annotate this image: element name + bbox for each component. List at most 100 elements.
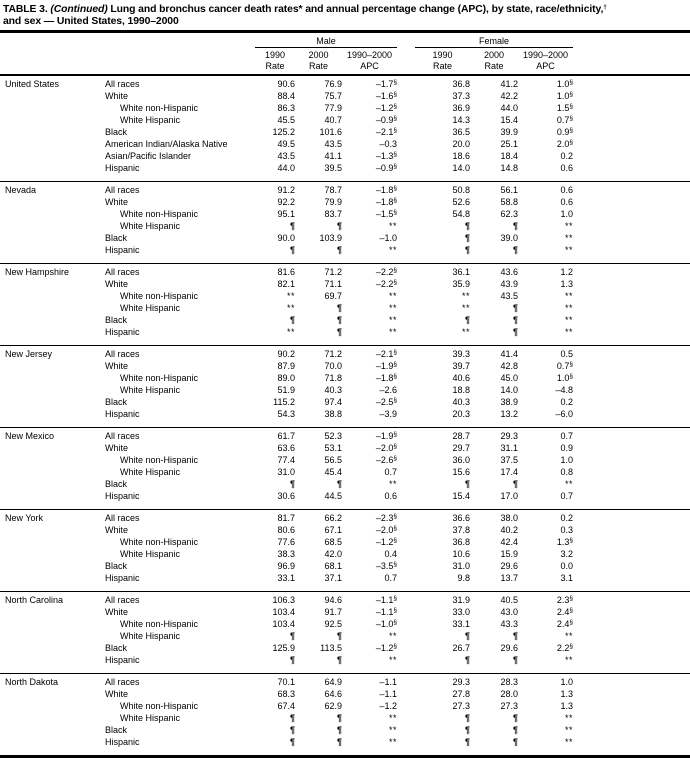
double-asterisk-symbol: ** — [565, 631, 574, 641]
value-cell-male-2000-rate: 71.1 — [324, 279, 342, 289]
race-ethnicity-label: Black — [105, 561, 128, 571]
value-cell-male-2000-rate: 42.0 — [324, 549, 342, 559]
table-row: White Hispanic ** ¶ ** ** ¶ ** — [0, 302, 690, 314]
value-cell-female-apc: 1.0§ — [556, 78, 574, 89]
value-cell-male-apc: 0.7 — [384, 467, 398, 477]
value-cell-female-1990-rate: 36.1 — [415, 263, 471, 278]
value-cell-male-2000-rate: 37.1 — [324, 573, 342, 583]
value-cell-female-apc: ** — [518, 724, 573, 736]
row-spacer — [573, 688, 690, 700]
state-cell — [0, 114, 105, 126]
value-cell-female-1990-rate: 14.0 — [452, 163, 471, 173]
value-cell-male-2000-rate: 76.9 — [324, 79, 342, 89]
double-asterisk-symbol: ** — [389, 303, 398, 313]
column-gap — [397, 509, 416, 524]
state-cell — [0, 548, 105, 560]
pilcrow-symbol: ¶ — [513, 315, 519, 325]
state-cell — [0, 700, 105, 712]
value-cell-female-apc: ** — [518, 290, 573, 302]
value-cell-male-2000-rate: 91.7 — [324, 607, 342, 617]
race-ethnicity-label: All races — [105, 79, 140, 89]
value-cell-male-2000-rate: 66.2 — [295, 509, 342, 524]
race-ethnicity-label: Hispanic — [105, 163, 140, 173]
sub-header-row: 1990 Rate 2000 Rate 1990–2000 APC 1990 Rate 2000… — [0, 47, 690, 76]
value-cell-female-apc: 2.3§ — [518, 591, 574, 606]
race-ethnicity-label: All races — [105, 345, 255, 360]
value-cell-male-apc: –1.7§ — [375, 78, 398, 89]
value-cell-female-apc: 1.0 — [560, 455, 574, 465]
state-cell — [0, 712, 105, 724]
state-cell — [0, 126, 105, 138]
state-cell — [0, 560, 105, 572]
table-row: White Hispanic 38.3 42.0 0.4 10.6 15.9 3.2 — [0, 548, 690, 560]
pilcrow-symbol: ¶ — [465, 737, 471, 747]
value-cell-female-2000-rate: ¶ — [470, 478, 518, 490]
value-cell-male-apc: –3.9 — [379, 409, 398, 419]
table-row: North Dakota All races 70.1 64.9 –1.1 29.3 28.… — [0, 673, 690, 688]
value-cell-female-1990-rate: 20.0 — [452, 139, 471, 149]
pilcrow-symbol: ¶ — [289, 725, 295, 735]
value-cell-female-apc: –6.0 — [555, 409, 574, 419]
value-cell-male-1990-rate: 125.2 — [272, 127, 295, 137]
value-cell-female-1990-rate: 36.0 — [452, 455, 471, 465]
value-cell-female-2000-rate: 41.2 — [500, 79, 519, 89]
value-cell-male-apc: –1.3§ — [375, 150, 398, 161]
value-cell-female-1990-rate: 40.3 — [452, 397, 471, 407]
col-header-female-2000-rate: 2000 Rate — [470, 47, 519, 76]
state-cell — [0, 302, 105, 314]
value-cell-female-1990-rate: 28.7 — [415, 427, 471, 442]
value-cell-female-apc: 0.7 — [560, 491, 574, 501]
pilcrow-symbol: ¶ — [465, 221, 471, 231]
value-cell-male-2000-rate: 79.9 — [324, 197, 342, 207]
double-asterisk-symbol: ** — [389, 655, 398, 665]
value-cell-male-2000-rate: 71.8 — [324, 373, 342, 383]
table-row: White Hispanic ¶ ¶ ** ¶ ¶ ** — [0, 220, 690, 232]
state-cell — [0, 290, 105, 302]
value-cell-female-apc: 0.7§ — [556, 360, 574, 371]
column-gap — [397, 630, 415, 642]
value-cell-female-1990-rate: 10.6 — [452, 549, 471, 559]
value-cell-female-1990-rate: 39.3 — [415, 345, 471, 360]
value-cell-female-1990-rate: 18.8 — [452, 385, 471, 395]
table-row: White Hispanic 31.0 45.4 0.7 15.6 17.4 0.8 — [0, 466, 690, 478]
value-cell-male-1990-rate: ¶ — [255, 736, 295, 757]
table-row: Nevada All races 91.2 78.7 –1.8§ 50.8 56.1 0.6 — [0, 181, 690, 196]
value-cell-male-1990-rate: 115.2 — [273, 397, 295, 407]
value-cell-male-2000-rate: 103.9 — [319, 233, 342, 243]
value-cell-female-2000-rate: 43.9 — [500, 279, 519, 289]
value-cell-female-2000-rate: ¶ — [470, 630, 518, 642]
double-asterisk-symbol: ** — [565, 713, 574, 723]
column-gap — [397, 524, 415, 536]
double-asterisk-symbol: ** — [389, 737, 398, 747]
section-new-mexico: New Mexico All races 61.7 52.3 –1.9§ 28.7 29.3… — [0, 427, 690, 510]
value-cell-male-apc: –1.9§ — [342, 427, 398, 442]
table-row: Hispanic 33.1 37.1 0.7 9.8 13.7 3.1 — [0, 572, 690, 592]
state-cell — [0, 442, 105, 454]
value-cell-male-apc: –1.1§ — [375, 606, 398, 617]
pilcrow-symbol: ¶ — [336, 655, 342, 665]
race-ethnicity-label: Black — [105, 233, 128, 243]
value-cell-male-1990-rate: 86.3 — [277, 103, 295, 113]
column-gap — [397, 232, 415, 244]
table-row: White non-Hispanic ** 69.7 ** ** 43.5 ** — [0, 290, 690, 302]
race-ethnicity-label: All races — [105, 427, 255, 442]
column-gap — [397, 162, 415, 182]
column-gap — [397, 606, 415, 618]
value-cell-male-2000-rate: ¶ — [295, 244, 342, 264]
row-spacer — [573, 572, 690, 592]
value-cell-male-2000-rate: 56.5 — [324, 455, 342, 465]
col-header-male-19902000-apc: 1990–2000 APC — [342, 47, 398, 76]
table-row: White Hispanic ¶ ¶ ** ¶ ¶ ** — [0, 630, 690, 642]
section-united-states: United States All races 90.6 76.9 –1.7§ 36.8 4… — [0, 75, 690, 182]
value-cell-female-2000-rate: 40.5 — [470, 591, 519, 606]
column-gap — [397, 302, 415, 314]
value-cell-male-apc: –1.1§ — [342, 591, 398, 606]
value-cell-female-1990-rate: 50.8 — [415, 181, 471, 196]
row-spacer — [573, 360, 690, 372]
race-ethnicity-label: All races — [105, 673, 255, 688]
row-spacer — [573, 736, 690, 757]
value-cell-male-2000-rate: ¶ — [295, 478, 342, 490]
state-cell: New York — [0, 509, 105, 524]
value-cell-male-2000-rate: ¶ — [295, 654, 342, 674]
value-cell-female-apc: 2.0§ — [556, 138, 574, 149]
